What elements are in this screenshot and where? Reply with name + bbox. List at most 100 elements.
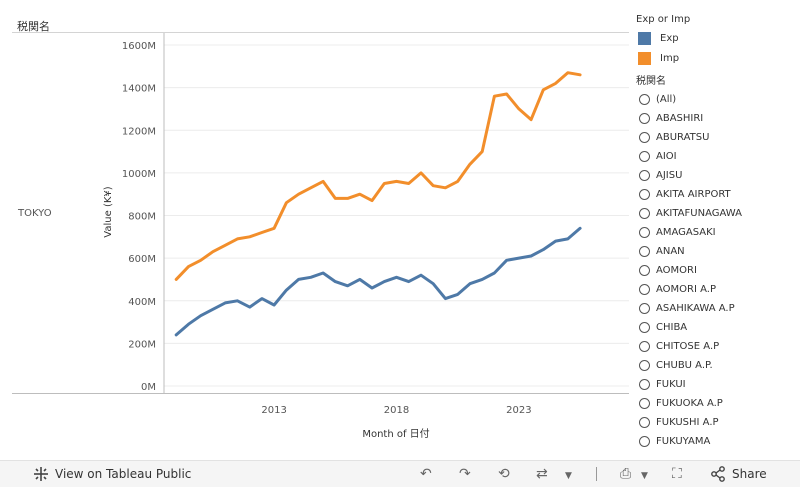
filter-option[interactable]: AMAGASAKI [636, 223, 800, 242]
radio-icon[interactable] [639, 208, 650, 219]
radio-icon[interactable] [639, 189, 650, 200]
filter-option[interactable]: ASAHIKAWA A.P [636, 299, 800, 318]
refresh-icon[interactable]: ⇄ [536, 466, 548, 482]
download-dropdown-icon[interactable]: ▼ [641, 471, 648, 481]
filter-option[interactable]: CHITOSE A.P [636, 337, 800, 356]
view-on-tableau-public-label: View on Tableau Public [55, 467, 192, 481]
x-tick-label: 2018 [384, 405, 409, 416]
y-tick-label: 400M [128, 297, 156, 308]
radio-icon[interactable] [639, 322, 650, 333]
row-value-label: TOKYO [18, 208, 52, 219]
filter-option[interactable]: AOMORI [636, 261, 800, 280]
share-button[interactable]: Share [710, 466, 767, 482]
radio-icon[interactable] [639, 379, 650, 390]
y-tick-label: 600M [128, 254, 156, 265]
filter-option[interactable]: CHIBA [636, 318, 800, 337]
y-tick-label: 800M [128, 212, 156, 223]
filter-option[interactable]: ABURATSU [636, 128, 800, 147]
y-tick-label: 0M [141, 382, 156, 393]
filter-option-label: CHIBA [656, 322, 688, 333]
share-label: Share [732, 467, 767, 481]
filter-option-label: AKITA AIRPORT [656, 189, 731, 200]
legend-title: Exp or Imp [636, 14, 691, 25]
header-divider [12, 32, 629, 33]
filter-option-label: FUKUI [656, 379, 686, 390]
y-tick-label: 1000M [122, 169, 156, 180]
radio-icon[interactable] [639, 151, 650, 162]
radio-icon[interactable] [639, 341, 650, 352]
y-tick-label: 1600M [122, 41, 156, 52]
radio-icon[interactable] [639, 417, 650, 428]
view-on-tableau-public-button[interactable]: View on Tableau Public [33, 466, 191, 482]
filter-option-label: ASAHIKAWA A.P [656, 303, 735, 314]
line-chart[interactable]: 0M 200M 400M 600M 800M 1000M 1200M 1400M 1600M 2… [0, 0, 630, 455]
pane-bottom-divider [12, 393, 629, 394]
y-tick-label: 1400M [122, 84, 156, 95]
radio-icon[interactable] [639, 113, 650, 124]
filter-option[interactable]: AKITAFUNAGAWA [636, 204, 800, 223]
filter-option-label: FUKUOKA A.P [656, 398, 723, 409]
radio-icon[interactable] [639, 170, 650, 181]
y-tick-label: 1200M [122, 126, 156, 137]
filter-option[interactable]: FUKUI [636, 375, 800, 394]
radio-icon[interactable] [639, 132, 650, 143]
filter-option[interactable]: (All) [636, 90, 800, 109]
x-tick-label: 2013 [261, 405, 286, 416]
filter-option[interactable]: AOMORI A.P [636, 280, 800, 299]
tableau-logo-icon [34, 467, 48, 481]
redo-icon[interactable]: ↷ [459, 466, 471, 482]
legend-label-imp: Imp [660, 52, 680, 64]
filter-option-label: (All) [656, 94, 677, 105]
filter-option[interactable]: FUKUOKA A.P [636, 394, 800, 413]
filter-option[interactable]: AJISU [636, 166, 800, 185]
filter-option-label: AIOI [656, 151, 677, 162]
filter-option[interactable]: AIOI [636, 147, 800, 166]
filter-list[interactable]: (All) ABASHIRI ABURATSU AIOI AJISU AKITA AIRP… [636, 90, 800, 448]
filter-option[interactable]: CHUBU A.P. [636, 356, 800, 375]
filter-option-label: FUKUSHI A.P [656, 417, 719, 428]
filter-option-label: AOMORI [656, 265, 697, 276]
x-axis-label: Month of 日付 [362, 427, 429, 440]
filter-option-label: CHUBU A.P. [656, 360, 713, 371]
share-icon [711, 466, 725, 482]
filter-option[interactable]: FUKUYAMA [636, 432, 800, 448]
radio-icon[interactable] [639, 436, 650, 447]
legend-item-exp[interactable]: Exp [636, 28, 800, 48]
legend-panel: Exp or Imp Exp Imp 税関名 (All) ABASHIRI ABUR… [636, 12, 800, 448]
toolbar-separator [596, 467, 597, 481]
series-line-imp[interactable] [174, 71, 582, 281]
y-axis-ticks: 0M 200M 400M 600M 800M 1000M 1200M 1400M 1600M [122, 41, 156, 393]
radio-icon[interactable] [639, 360, 650, 371]
filter-option[interactable]: ANAN [636, 242, 800, 261]
radio-icon[interactable] [639, 265, 650, 276]
series-line-exp[interactable] [174, 226, 582, 337]
radio-icon[interactable] [639, 246, 650, 257]
radio-icon[interactable] [639, 94, 650, 105]
filter-option-label: AJISU [656, 170, 683, 181]
fullscreen-icon[interactable]: ⛶ [672, 466, 682, 482]
filter-option-label: AKITAFUNAGAWA [656, 208, 742, 219]
radio-icon[interactable] [639, 303, 650, 314]
radio-icon[interactable] [639, 398, 650, 409]
filter-option[interactable]: FUKUSHI A.P [636, 413, 800, 432]
filter-option-label: FUKUYAMA [656, 436, 711, 447]
row-field-header: 税関名 [17, 20, 50, 33]
x-axis-ticks: 2013 2018 2023 [261, 405, 531, 416]
filter-option[interactable]: AKITA AIRPORT [636, 185, 800, 204]
download-icon[interactable]: ⎙ [620, 466, 632, 482]
legend-label-exp: Exp [660, 32, 679, 44]
y-axis-label: Value (K¥) [103, 186, 114, 237]
legend-swatch-imp [638, 51, 651, 65]
filter-option-label: CHITOSE A.P [656, 341, 720, 352]
filter-option-label: ABASHIRI [656, 113, 704, 124]
legend-item-imp[interactable]: Imp [636, 48, 800, 68]
refresh-dropdown-icon[interactable]: ▼ [565, 471, 572, 481]
filter-option-label: ANAN [656, 246, 685, 257]
radio-icon[interactable] [639, 284, 650, 295]
revert-icon[interactable]: ⟲ [498, 466, 510, 482]
undo-icon[interactable]: ↶ [420, 466, 432, 482]
filter-option[interactable]: ABASHIRI [636, 109, 800, 128]
radio-icon[interactable] [639, 227, 650, 238]
y-tick-label: 200M [128, 339, 156, 350]
filter-option-label: AMAGASAKI [656, 227, 716, 238]
